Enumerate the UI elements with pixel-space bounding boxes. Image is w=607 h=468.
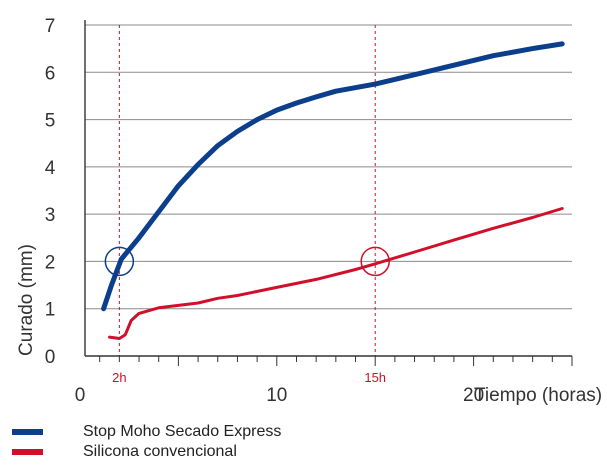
legend-label: Stop Moho Secado Express: [83, 423, 282, 440]
y-tick-label: 4: [45, 158, 56, 179]
legend-swatch: [12, 429, 43, 435]
x-tick-label: 0: [75, 385, 86, 406]
legend-item: Stop Moho Secado Express: [12, 422, 281, 442]
y-tick-label: 6: [45, 63, 56, 84]
chart-svg: 0 1 2 3 4 5 6 7 0 10 20 2h 15h Curado (mm) Tiempo (h…: [16, 16, 602, 406]
legend-item: Silicona convencional: [12, 442, 281, 462]
y-tick-label: 3: [45, 205, 56, 226]
y-tick-label: 1: [45, 300, 56, 321]
y-tick-label: 7: [45, 16, 56, 37]
x-axis-label: Tiempo (horas): [474, 385, 602, 406]
y-tick-label: 5: [45, 111, 56, 132]
legend-swatch: [12, 449, 43, 455]
highlight-circle: [360, 246, 390, 277]
reference-line-label: 2h: [112, 370, 126, 385]
y-axis-label: Curado (mm): [16, 244, 37, 356]
legend-label: Silicona convencional: [83, 443, 237, 460]
series-line: [101, 41, 565, 312]
x-tick-label: 20: [463, 385, 484, 406]
series-line: [108, 207, 564, 340]
y-tick-label: 0: [45, 347, 56, 368]
legend: Stop Moho Secado Express Silicona conven…: [12, 422, 281, 462]
x-tick-label: 10: [266, 385, 287, 406]
reference-line-label: 15h: [364, 370, 386, 385]
highlight-circle: [104, 246, 135, 277]
y-tick-label: 2: [45, 252, 56, 273]
